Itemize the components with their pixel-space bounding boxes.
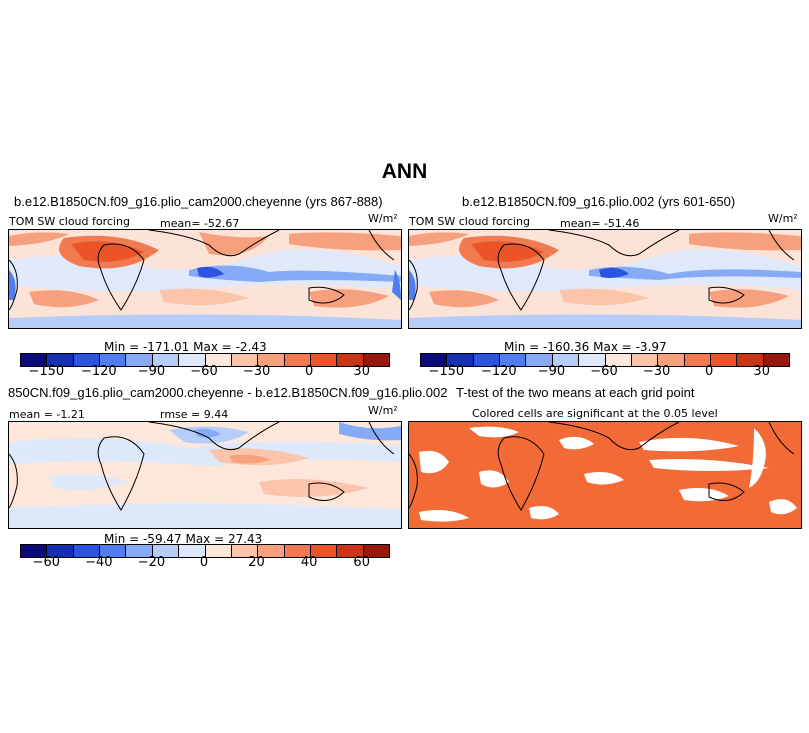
figure-title: ANN: [381, 160, 428, 183]
colorbar-tick-label: 0: [305, 364, 314, 379]
colorbar-swatch: [473, 354, 501, 366]
colorbar-swatch: [100, 354, 127, 366]
colorbar-tick-label: 60: [353, 555, 370, 570]
panel2-variable-label: TOM SW cloud forcing: [409, 215, 530, 228]
panel1-minmax: Min = -171.01 Max = -2.43: [104, 340, 267, 354]
colorbar-tick-label: −150: [28, 364, 65, 379]
panel2-mean-label: mean= -51.46: [560, 217, 640, 230]
colorbar-tick-label: 30: [753, 364, 770, 379]
colorbar-swatch: [421, 354, 448, 366]
colorbar-tick-label: 0: [199, 555, 209, 570]
colorbar-tick-label: 40: [300, 555, 318, 570]
panel4-map: [408, 421, 802, 529]
colorbar-swatch: [47, 354, 74, 366]
colorbar-swatch: [363, 354, 390, 366]
panel1-title: b.e12.B1850CN.f09_g16.plio_cam2000.cheye…: [14, 194, 383, 209]
colorbar-swatch: [73, 354, 101, 366]
panel4-title: T-test of the two means at each grid poi…: [456, 385, 695, 400]
colorbar-swatch: [579, 354, 606, 366]
colorbar-tick-label: −90: [137, 364, 166, 379]
colorbar-tick-label: 20: [248, 555, 265, 570]
colorbar-tick-label: −20: [137, 555, 166, 570]
panel3-units: W/m²: [368, 404, 398, 417]
colorbar-swatch: [447, 354, 474, 366]
colorbar-swatch: [100, 545, 127, 557]
colorbar-tick-label: −90: [537, 364, 566, 379]
colorbar-swatch: [684, 354, 711, 366]
colorbar-tick-label: 30: [353, 364, 370, 379]
colorbar-swatch: [658, 354, 685, 366]
colorbar-swatch: [605, 354, 632, 366]
colorbar-swatch: [284, 354, 311, 366]
colorbar-swatch: [284, 545, 311, 557]
panel3-rmse-label: rmse = 9.44: [160, 408, 229, 421]
colorbar-top-right: [420, 353, 790, 367]
panel1-units: W/m²: [368, 212, 398, 225]
colorbar-swatch: [258, 545, 285, 557]
panel2-minmax: Min = -160.36 Max = -3.97: [504, 340, 667, 354]
colorbar-tick-label: −150: [428, 364, 465, 379]
colorbar-swatch: [21, 354, 48, 366]
panel3-title: 850CN.f09_g16.plio_cam2000.cheyenne - b.…: [8, 385, 448, 400]
colorbar-tick-label: −60: [590, 364, 618, 379]
colorbar-top-right-ticks: −150 −120 −90 −60 −30 0 30: [420, 364, 788, 380]
panel4-subtitle: Colored cells are significant at the 0.0…: [472, 407, 718, 420]
colorbar-swatch: [126, 545, 153, 557]
panel3-map: [8, 421, 402, 529]
colorbar-swatch: [126, 354, 153, 366]
colorbar-tick-label: −30: [242, 364, 271, 379]
panel3-mean-label: mean = -1.21: [9, 408, 85, 421]
colorbar-swatch: [152, 354, 180, 366]
colorbar-swatch: [337, 545, 364, 557]
colorbar-top-left-ticks: −150 −120 −90 −60 −30 0 30: [20, 364, 388, 380]
colorbar-tick-label: −120: [480, 364, 517, 379]
colorbar-swatch: [631, 354, 659, 366]
colorbar-tick-label: −60: [190, 364, 218, 379]
colorbar-swatch: [179, 354, 206, 366]
colorbar-tick-label: −30: [642, 364, 671, 379]
colorbar-swatch: [231, 545, 259, 557]
panel1-variable-label: TOM SW cloud forcing: [9, 215, 130, 228]
colorbar-swatch: [710, 354, 738, 366]
colorbar-tick-label: 0: [705, 364, 714, 379]
colorbar-diff: [20, 544, 390, 558]
colorbar-swatch: [205, 545, 232, 557]
colorbar-swatch: [258, 354, 285, 366]
colorbar-swatch: [337, 354, 364, 366]
colorbar-swatch: [310, 354, 338, 366]
panel1-map: [8, 229, 402, 329]
colorbar-swatch: [21, 545, 48, 557]
colorbar-swatch: [500, 354, 527, 366]
colorbar-swatch: [363, 545, 390, 557]
colorbar-swatch: [152, 545, 180, 557]
colorbar-swatch: [73, 545, 101, 557]
colorbar-top-left: [20, 353, 390, 367]
colorbar-swatch: [179, 545, 206, 557]
colorbar-tick-label: −120: [80, 364, 117, 379]
panel3-minmax: Min = -59.47 Max = 27.43: [104, 532, 263, 546]
colorbar-swatch: [310, 545, 338, 557]
panel2-map: [408, 229, 802, 329]
colorbar-tick-label: −40: [85, 555, 113, 570]
panel2-title: b.e12.B1850CN.f09_g16.plio.002 (yrs 601-…: [462, 194, 736, 209]
colorbar-swatch: [763, 354, 790, 366]
colorbar-tick-label: −60: [32, 555, 60, 570]
colorbar-swatch: [552, 354, 580, 366]
panel1-mean-label: mean= -52.67: [160, 217, 240, 230]
colorbar-swatch: [47, 545, 74, 557]
colorbar-swatch: [737, 354, 764, 366]
colorbar-swatch: [205, 354, 232, 366]
panel2-units: W/m²: [768, 212, 798, 225]
colorbar-diff-ticks: −60 −40 −20 0 20 40 60: [20, 555, 388, 571]
colorbar-swatch: [231, 354, 259, 366]
colorbar-swatch: [526, 354, 553, 366]
